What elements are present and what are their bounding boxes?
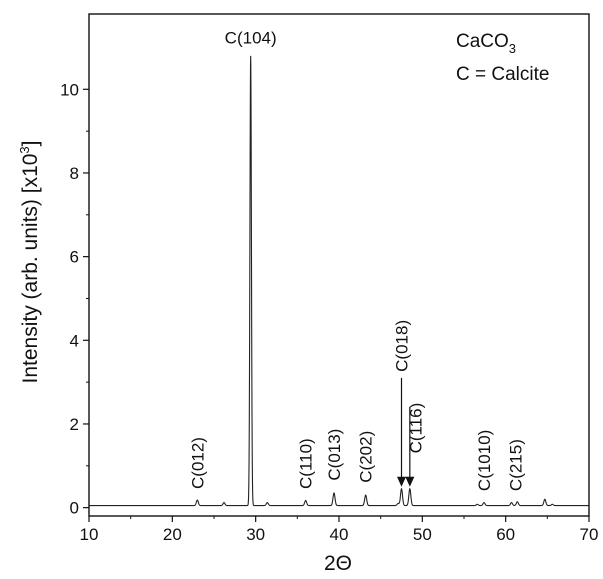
- x-tick-label: 60: [496, 525, 515, 544]
- peak-label: C(116): [407, 403, 426, 454]
- y-tick-label: 10: [60, 80, 79, 99]
- peak-label: C(202): [357, 431, 376, 483]
- peak-label: C(012): [188, 437, 207, 489]
- peak-label: C(1010): [475, 430, 494, 491]
- x-tick-label: 40: [330, 525, 349, 544]
- x-tick-label: 50: [413, 525, 432, 544]
- peak-label: C(215): [507, 439, 526, 491]
- y-tick-label: 0: [70, 499, 79, 518]
- y-axis-title-main: Intensity (arb. units) [x10: [19, 154, 42, 384]
- peak-label: C(013): [325, 429, 344, 481]
- peak-label: C(104): [225, 28, 277, 47]
- legend: CaCO3 C = Calcite: [456, 31, 549, 85]
- y-tick-label: 2: [70, 415, 79, 434]
- x-tick-label: 20: [163, 525, 182, 544]
- y-axis-title-superscript: 3: [17, 146, 32, 153]
- annotation-arrow-head: [405, 476, 415, 487]
- axes: 10 20 30 40 50 60 70 0 2 4 6 8 10: [60, 13, 599, 544]
- x-axis-title: 2Θ: [324, 552, 352, 575]
- legend-calcite: C = Calcite: [456, 64, 549, 85]
- xrd-pattern-line: [89, 55, 589, 507]
- x-tick-label: 70: [580, 525, 599, 544]
- xrd-trace: [89, 55, 589, 507]
- peak-label: C(018): [393, 320, 412, 372]
- legend-compound-subscript: 3: [509, 41, 516, 56]
- legend-compound-main: CaCO: [456, 31, 509, 52]
- annotation-arrow-head: [397, 476, 406, 487]
- y-axis-title-tail: ]: [19, 140, 42, 146]
- y-tick-label: 4: [70, 331, 79, 350]
- x-tick-label: 30: [246, 525, 265, 544]
- y-tick-label: 6: [70, 248, 79, 267]
- peak-annotations: C(012) C(104) C(110) C(013) C(202) C(018) C(11…: [188, 28, 525, 491]
- x-tick-label: 10: [80, 525, 99, 544]
- y-axis-title: Intensity (arb. units) [x103]: [17, 140, 42, 383]
- peak-label: C(110): [297, 438, 316, 489]
- y-tick-label: 8: [70, 164, 79, 183]
- legend-compound: CaCO3: [456, 31, 516, 56]
